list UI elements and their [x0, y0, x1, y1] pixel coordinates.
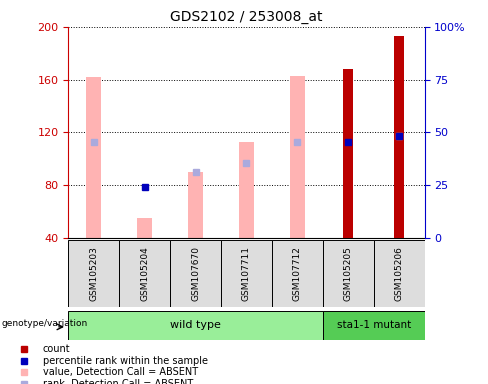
Text: value, Detection Call = ABSENT: value, Detection Call = ABSENT [42, 367, 198, 377]
Text: count: count [42, 344, 70, 354]
Bar [68, 240, 119, 307]
Text: GSM105203: GSM105203 [89, 246, 98, 301]
Bar [374, 240, 425, 307]
Text: rank, Detection Call = ABSENT: rank, Detection Call = ABSENT [42, 379, 193, 384]
Bar [290, 76, 305, 238]
Bar [272, 240, 323, 307]
Bar [68, 311, 323, 340]
Bar [137, 218, 152, 238]
Title: GDS2102 / 253008_at: GDS2102 / 253008_at [170, 10, 323, 25]
Text: GSM105206: GSM105206 [395, 246, 404, 301]
Bar [343, 69, 353, 238]
Text: wild type: wild type [170, 320, 221, 331]
Text: sta1-1 mutant: sta1-1 mutant [337, 320, 411, 331]
Text: GSM107712: GSM107712 [293, 246, 302, 301]
Bar [170, 240, 221, 307]
Text: genotype/variation: genotype/variation [1, 319, 88, 328]
Text: GSM107670: GSM107670 [191, 246, 200, 301]
Bar [119, 240, 170, 307]
Text: percentile rank within the sample: percentile rank within the sample [42, 356, 207, 366]
Bar [221, 240, 272, 307]
Bar [86, 77, 102, 238]
Text: GSM107711: GSM107711 [242, 246, 251, 301]
Bar [323, 240, 374, 307]
Bar [188, 172, 203, 238]
Bar [394, 36, 404, 238]
Bar [323, 311, 425, 340]
Text: GSM105204: GSM105204 [140, 246, 149, 301]
Bar [239, 142, 254, 238]
Text: GSM105205: GSM105205 [344, 246, 353, 301]
